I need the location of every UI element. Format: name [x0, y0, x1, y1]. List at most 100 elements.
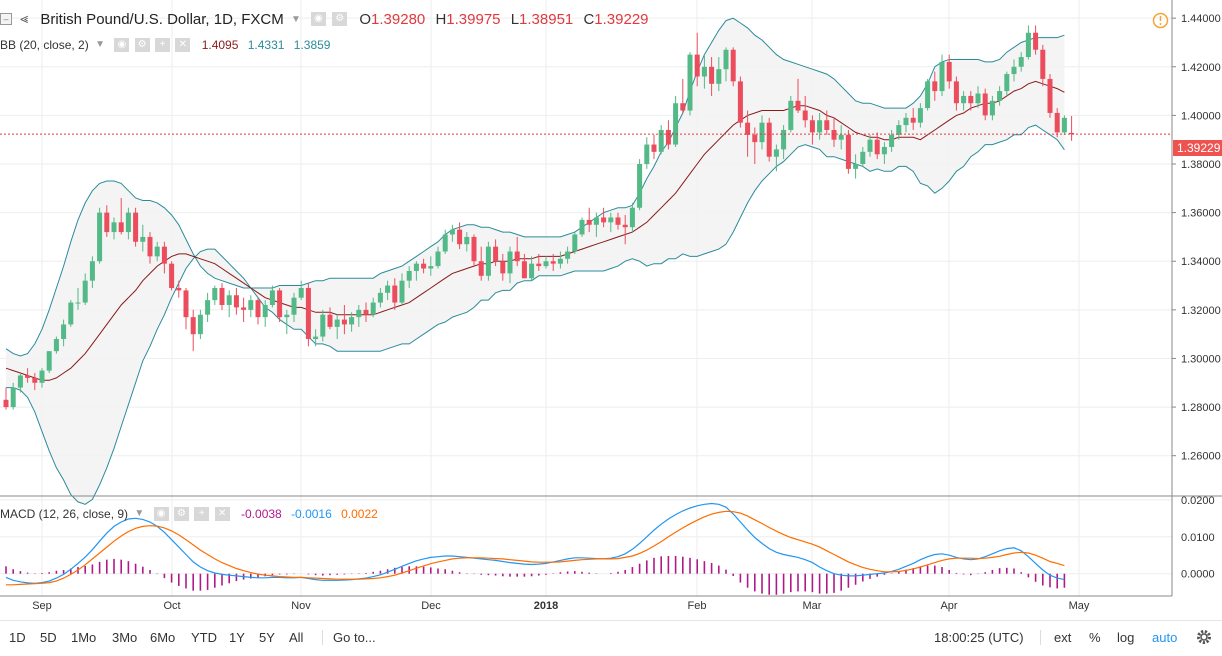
log-toggle[interactable]: log — [1117, 630, 1135, 645]
candle-body — [651, 144, 657, 152]
close-icon[interactable]: ✕ — [214, 506, 230, 521]
percent-toggle[interactable]: % — [1089, 630, 1101, 645]
candle — [406, 266, 412, 288]
gear-icon[interactable] — [1195, 628, 1213, 646]
candle-body — [701, 66, 707, 77]
candle-body — [399, 280, 405, 303]
range-1mo-button[interactable]: 1Mo — [71, 630, 97, 645]
candle-body — [644, 144, 650, 164]
time-axis[interactable]: Sep Oct Nov Dec 2018 Feb Mar Apr May — [32, 600, 1090, 612]
candle — [529, 256, 535, 281]
range-5y-button[interactable]: 5Y — [259, 630, 275, 645]
candle-body — [802, 110, 808, 121]
add-icon[interactable]: + — [155, 37, 170, 52]
range-1d-button[interactable]: 1D — [9, 630, 26, 645]
candle-body — [17, 375, 23, 388]
candle-body — [161, 246, 167, 264]
candle-body — [449, 229, 455, 235]
candle-body — [154, 246, 160, 257]
eye-icon[interactable]: ◉ — [114, 37, 130, 52]
candle — [313, 329, 319, 347]
candle-body — [284, 314, 290, 318]
range-all-button[interactable]: All — [289, 630, 304, 645]
macd-label[interactable]: MACD (12, 26, close, 9) — [0, 506, 129, 521]
candle — [212, 285, 218, 305]
time-tick-label: 2018 — [534, 600, 558, 612]
macd-signal-value: 0.0022 — [341, 506, 378, 521]
candle — [205, 292, 211, 322]
eye-icon[interactable]: ◉ — [311, 12, 327, 27]
symbol-title[interactable]: British Pound/U.S. Dollar, 1D, FXCM — [40, 10, 284, 28]
goto-button[interactable]: Go to... — [322, 630, 376, 645]
candle — [615, 212, 621, 230]
candle-body — [125, 212, 131, 233]
candle-body — [752, 134, 758, 143]
candle-body — [341, 319, 347, 325]
candle-body — [860, 151, 866, 164]
candle-body — [593, 217, 599, 225]
candle — [442, 229, 448, 254]
candle-body — [572, 234, 578, 252]
candle-body — [176, 287, 182, 291]
chevron-down-icon[interactable]: ▼ — [95, 39, 105, 51]
candle — [716, 57, 722, 92]
settings-icon[interactable]: ⚙ — [332, 12, 348, 27]
ext-toggle[interactable]: ext — [1040, 630, 1071, 645]
candle — [111, 217, 117, 240]
candle-body — [428, 266, 434, 269]
time-tick-label: Dec — [421, 600, 441, 612]
settings-icon[interactable]: ⚙ — [173, 506, 189, 521]
settings-icon[interactable]: ⚙ — [134, 37, 150, 52]
candle-body — [277, 290, 283, 318]
candle — [910, 108, 916, 130]
price-axis[interactable]: 1.26000 1.28000 1.30000 1.32000 1.34000 1.360… — [1172, 13, 1221, 463]
macd-axis[interactable]: 0.0000 0.0100 0.0200 — [1181, 495, 1215, 581]
candle — [298, 280, 304, 301]
candle-body — [248, 300, 254, 310]
chevron-down-icon[interactable]: ▼ — [290, 13, 301, 25]
clock-time[interactable]: 18:00:25 (UTC) — [934, 630, 1024, 645]
candle — [824, 110, 830, 135]
price-chart[interactable]: 1.26000 1.28000 1.30000 1.32000 1.34000 1.360… — [0, 0, 1222, 620]
range-5d-button[interactable]: 5D — [40, 630, 57, 645]
candle — [507, 246, 513, 284]
candle — [608, 212, 614, 233]
candle — [226, 290, 232, 318]
range-6mo-button[interactable]: 6Mo — [150, 630, 176, 645]
auto-toggle[interactable]: auto — [1152, 630, 1178, 645]
candle — [579, 217, 585, 237]
range-ytd-button[interactable]: YTD — [191, 630, 217, 645]
candle — [701, 54, 707, 89]
range-3mo-button[interactable]: 3Mo — [112, 630, 138, 645]
candle — [82, 273, 88, 305]
candle-body — [334, 319, 340, 327]
candle — [413, 261, 419, 281]
candle-body — [111, 222, 117, 233]
collapse-icon[interactable]: – — [0, 13, 12, 26]
candle — [32, 373, 38, 391]
macd-tick-label: 0.0200 — [1181, 495, 1215, 507]
close-icon[interactable]: ✕ — [175, 37, 191, 52]
range-1y-button[interactable]: 1Y — [229, 630, 245, 645]
alert-clock-icon[interactable] — [1152, 12, 1169, 29]
candle-body — [219, 287, 225, 305]
bb-lower-value: 1.3859 — [293, 37, 331, 52]
candle — [946, 54, 952, 89]
eye-icon[interactable]: ◉ — [153, 506, 169, 521]
candle-body — [867, 139, 873, 152]
bollinger-band-fill — [6, 18, 1065, 505]
add-icon[interactable]: + — [194, 506, 210, 521]
candle-body — [464, 236, 470, 245]
candle-body — [1025, 32, 1031, 58]
candle-body — [75, 302, 81, 304]
candle — [651, 134, 657, 160]
candle-body — [536, 263, 542, 267]
chevron-down-icon[interactable]: ▼ — [134, 508, 145, 520]
candle — [817, 112, 823, 140]
candle — [543, 256, 549, 269]
candle — [3, 387, 9, 410]
candle-body — [586, 219, 592, 225]
symbol-type-icon[interactable]: ⪡ — [20, 10, 29, 27]
bb-label[interactable]: BB (20, close, 2) — [0, 37, 89, 52]
chart-grid — [0, 0, 1172, 596]
